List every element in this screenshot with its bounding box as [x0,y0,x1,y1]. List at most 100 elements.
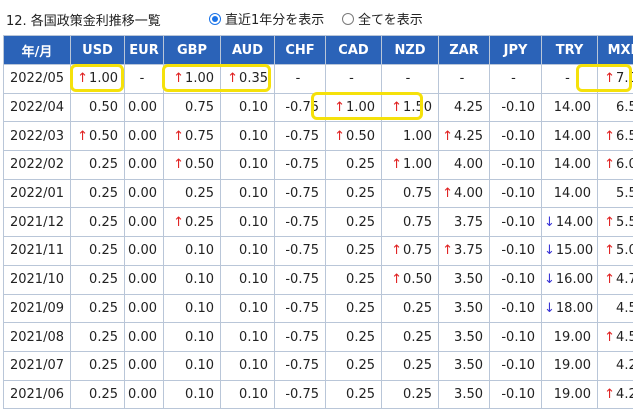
rate-cell-cad: 0.25 [325,178,382,209]
up-arrow-icon: ↑ [604,386,616,402]
rate-cell-jpy: -0.10 [489,264,542,295]
rate-cell-cad: 0.25 [325,322,382,352]
rate-value-group: 0.10 [239,358,268,373]
rate-value: 0.25 [89,272,118,288]
rate-value-group: ↑ 1.00 [334,100,375,115]
rate-value: 3.50 [454,386,483,402]
radio-button-recent[interactable] [209,12,221,25]
rate-value-group: -0.75 [285,358,319,373]
rate-cell-eur: 0.00 [124,150,164,180]
rate-cell-cad: 0.25 [325,207,382,238]
rate-value-group: -0.75 [285,100,319,115]
rate-value: 1.00 [403,128,432,144]
column-header-eur: EUR [124,35,164,65]
rate-cell-mxn: 6.50 [597,92,633,123]
column-header-nzd: NZD [381,35,439,65]
rate-value: - [405,71,411,87]
rate-value: 14.00 [553,128,591,144]
rate-cell-chf: -0.75 [274,150,326,180]
radio-option-recent[interactable]: 直近1年分を表示 [209,9,324,28]
rate-cell-zar: 3.50 [438,379,490,410]
rate-value-group: - [565,71,570,86]
rate-cell-nzd: ↑ 1.50 [381,92,439,123]
column-header-aud: AUD [220,35,275,65]
down-arrow-icon: ↓ [544,300,555,316]
rate-cell-nzd: - [381,64,439,94]
rate-cell-gbp: 0.10 [163,236,221,266]
rate-cell-gbp: ↑ 0.50 [163,150,221,180]
rate-value-group: -0.10 [501,330,535,345]
rate-value-group: 0.10 [239,387,268,402]
rate-cell-nzd: 0.75 [381,207,439,238]
rate-cell-cad: ↑ 1.00 [325,92,382,123]
rate-value: 0.10 [185,358,214,374]
rate-value-group: - [460,71,465,86]
rate-cell-zar: 3.50 [438,293,490,324]
rate-value-group: ↑4.75 [604,272,633,287]
period-cell: 2022/04 [3,92,71,123]
rate-cell-chf: -0.75 [274,121,326,152]
rate-cell-aud: 0.10 [220,207,275,238]
rate-value: 0.10 [239,243,268,259]
rate-value: 0.10 [239,214,268,230]
rate-value-group: 0.00 [128,272,157,287]
radio-label-all[interactable]: 全てを表示 [358,13,423,28]
rate-value-group: 0.25 [89,186,118,201]
rate-value: 3.50 [454,329,483,345]
rate-value: 14.00 [553,186,591,202]
rate-cell-zar: ↑ 3.75 [438,236,490,266]
radio-option-all[interactable]: 全てを表示 [342,9,423,28]
rate-value-group: 0.00 [128,243,157,258]
rate-cell-try: 19.00 [541,322,598,352]
rate-cell-jpy: -0.10 [489,379,542,410]
rate-value: 3.50 [454,272,483,288]
rate-cell-aud: 0.10 [220,379,275,410]
period-cell: 2021/10 [3,264,71,295]
rate-cell-nzd: 0.25 [381,379,439,410]
rate-value-group: -0.10 [501,100,535,115]
rate-value: 4.00 [454,157,483,173]
rate-value-group: 0.10 [185,301,214,316]
rate-value: -0.10 [501,128,535,144]
rate-value: 19.00 [553,386,591,402]
up-arrow-icon: ↑ [442,128,454,144]
rate-cell-gbp: 0.10 [163,379,221,410]
column-header-usd: USD [70,35,125,65]
rate-value-group: 0.10 [239,330,268,345]
rate-value: 0.75 [403,243,432,259]
rate-value-group: ↑ 1.00 [391,157,432,172]
rate-value: -0.75 [285,186,319,202]
rate-cell-usd: 0.25 [70,379,125,410]
rate-value: 1.00 [185,71,214,87]
rate-value: 0.00 [128,386,157,402]
up-arrow-icon: ↑ [391,157,403,173]
rate-value: 0.50 [89,100,118,116]
rate-value-group: ↑7.00 [604,71,633,86]
rate-value-group: ↑6.50 [604,129,633,144]
rate-value-group: 0.10 [185,358,214,373]
rate-value: 0.10 [239,272,268,288]
rate-value: 14.00 [553,157,591,173]
rate-value-group: 0.25 [403,387,432,402]
rate-value-group: ↑ 1.50 [391,100,432,115]
rate-value-group: 0.00 [128,186,157,201]
up-arrow-icon: ↑ [604,128,616,144]
rate-value-group: 0.00 [128,330,157,345]
rate-cell-aud: 0.10 [220,150,275,180]
rate-value-group: 0.10 [239,186,268,201]
radio-button-all[interactable] [342,12,354,25]
rate-cell-eur: 0.00 [124,322,164,352]
rate-cell-mxn: 4.25 [597,350,633,381]
rate-cell-eur: 0.00 [124,92,164,123]
rate-value: 4.50 [616,300,633,316]
rate-value: 14.00 [553,100,591,116]
rate-value-group: 0.10 [185,387,214,402]
rate-value: 0.25 [346,272,375,288]
rate-value-group: 3.75 [454,215,483,230]
up-arrow-icon: ↑ [334,128,346,144]
rate-value-group: 0.25 [89,215,118,230]
radio-label-recent[interactable]: 直近1年分を表示 [225,13,325,28]
rate-value: 0.10 [239,128,268,144]
period-cell: 2021/08 [3,322,71,352]
rate-value: 16.00 [555,272,594,288]
